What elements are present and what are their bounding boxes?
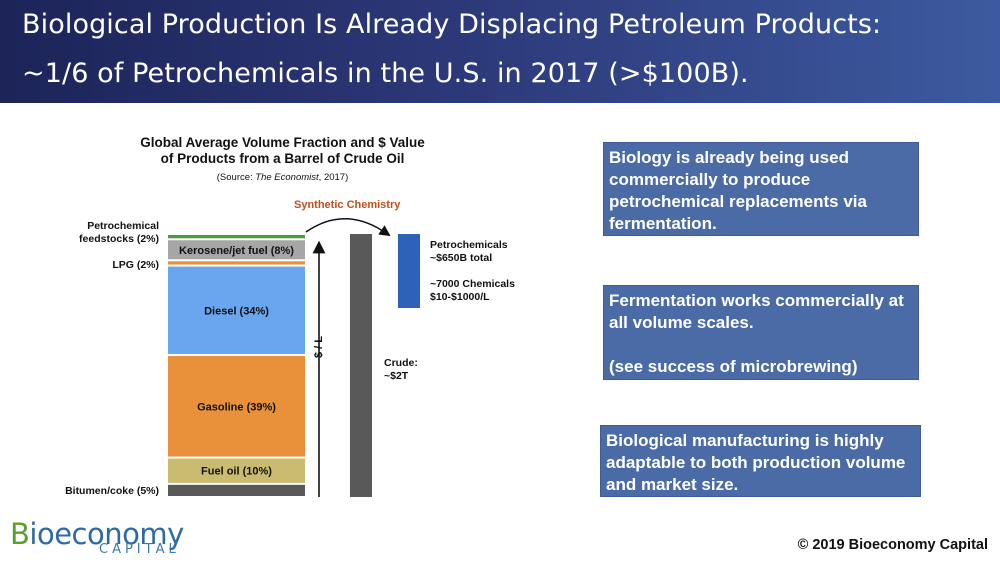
label-petrochemical-feedstocks-line-1: Petrochemical [87, 220, 159, 232]
copyright-notice: © 2019 Bioeconomy Capital [797, 537, 988, 553]
stack-segment-label-2: Gasoline (39%) [197, 401, 276, 413]
petrochemicals-value-bar [398, 234, 420, 308]
stack-segment-3 [168, 266, 305, 354]
bioeconomy-logo-capital: CAPITAL [99, 542, 180, 557]
label-petrochemical-feedstocks-line-2: feedstocks (2%) [79, 233, 159, 245]
label-bitumen-coke: Bitumen/coke (5%) [65, 485, 159, 497]
source-suffix: , 2017) [318, 172, 349, 183]
stack-segment-1 [168, 458, 305, 483]
title-banner: Biological Production Is Already Displac… [0, 0, 1000, 103]
slide-title-line-2: ~1/6 of Petrochemicals in the U.S. in 20… [22, 58, 749, 89]
synthetic-chemistry-arrow [305, 218, 391, 237]
label-lpg: LPG (2%) [112, 259, 159, 271]
petrochemicals-label-line-3: ~7000 Chemicals [430, 278, 515, 290]
chart-source: (Source: The Economist, 2017) [110, 172, 455, 183]
chart-title-line-2: of Products from a Barrel of Crude Oil [160, 151, 405, 166]
callout-fermentation-scales: Fermentation works commercially at all v… [603, 285, 919, 380]
synthetic-chemistry-label: Synthetic Chemistry [294, 199, 401, 211]
stacked-bar: Fuel oil (10%) Gasoline (39%) Diesel (34%)… [168, 235, 305, 496]
petrochemicals-label-line-2: ~$650B total [430, 252, 493, 264]
value-axis-label: $ / L [313, 335, 325, 358]
stack-segment-2 [168, 355, 305, 457]
crude-label-line-2: ~$2T [384, 370, 409, 382]
petrochemicals-label-line-1: Petrochemicals [430, 239, 508, 251]
bioeconomy-logo: Bioeconomy [10, 517, 184, 551]
stack-segment-4 [168, 261, 305, 265]
callout-2-text-line-1: Fermentation works commercially at all v… [609, 291, 904, 332]
callout-3-text: Biological manufacturing is highly adapt… [606, 431, 906, 494]
petrochemicals-value-label: Petrochemicals ~$650B total ~7000 Chemic… [430, 239, 515, 304]
chart-title-line-1: Global Average Volume Fraction and $ Val… [140, 135, 425, 150]
stack-segment-6 [168, 235, 305, 239]
stack-segment-5 [168, 240, 305, 260]
callout-biology-used-commercially: Biology is already being used commercial… [603, 142, 919, 236]
stack-segment-label-5: Kerosene/jet fuel (8%) [179, 245, 294, 257]
callout-biological-manufacturing: Biological manufacturing is highly adapt… [600, 425, 921, 497]
petrochemicals-label-line-4: $10-$1000/L [430, 291, 490, 303]
crude-value-label: Crude: ~$2T [384, 357, 418, 383]
logo-text-rest: ioeconomy [29, 517, 184, 551]
source-publication: The Economist [255, 172, 319, 183]
logo-letter-b: B [10, 517, 30, 551]
callout-2-text-line-2: (see success of microbrewing) [609, 357, 858, 376]
crude-label-line-1: Crude: [384, 357, 418, 369]
stack-segment-0 [168, 484, 305, 496]
crude-value-bar [350, 234, 372, 497]
label-petrochemical-feedstocks: Petrochemical feedstocks (2%) [60, 220, 159, 246]
source-prefix: (Source: [216, 172, 256, 183]
callout-1-text: Biology is already being used commercial… [609, 148, 867, 233]
stack-segment-label-1: Fuel oil (10%) [201, 466, 272, 478]
slide-title-line-1: Biological Production Is Already Displac… [22, 9, 882, 40]
stack-segment-label-3: Diesel (34%) [204, 305, 269, 317]
